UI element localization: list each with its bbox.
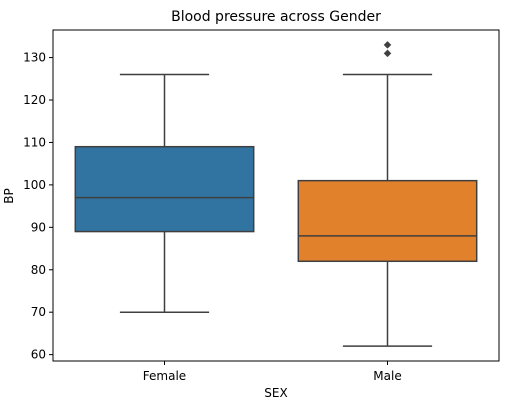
- box-group-male: [297, 40, 478, 347]
- box-group-female: [74, 73, 255, 313]
- y-tick-label: 60: [31, 348, 46, 362]
- y-tick-label: 80: [31, 263, 46, 277]
- outlier-point: [383, 40, 392, 49]
- chart-title: Blood pressure across Gender: [171, 9, 381, 25]
- y-tick-label: 110: [23, 135, 46, 149]
- y-tick-label: 70: [31, 305, 46, 319]
- iqr-box: [74, 145, 255, 233]
- outlier-point: [383, 49, 392, 58]
- x-tick-label: Female: [143, 369, 186, 383]
- y-tick-label: 90: [31, 220, 46, 234]
- y-tick-label: 120: [23, 93, 46, 107]
- y-tick-label: 100: [23, 178, 46, 192]
- y-axis: 60 70 80 90 100 110 120 130: [23, 51, 53, 362]
- x-axis: Female Male: [143, 361, 402, 383]
- plot-frame: [52, 29, 500, 362]
- x-tick-label: Male: [373, 369, 401, 383]
- y-tick-label: 130: [23, 51, 46, 65]
- plot-content: [74, 40, 478, 347]
- iqr-box: [297, 179, 478, 263]
- x-axis-label: SEX: [264, 386, 287, 400]
- y-axis-label: BP: [2, 188, 16, 203]
